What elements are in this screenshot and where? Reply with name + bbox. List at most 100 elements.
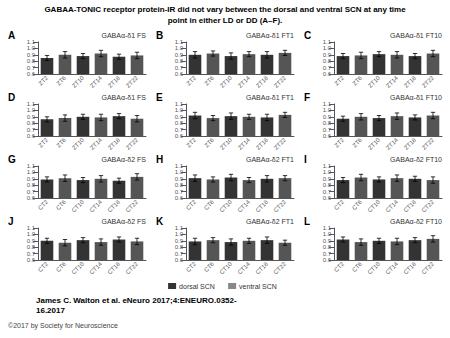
svg-text:0.7: 0.7 — [27, 127, 36, 133]
svg-text:ZT6: ZT6 — [55, 74, 67, 86]
svg-text:0.7: 0.7 — [323, 251, 332, 257]
svg-text:CT22: CT22 — [421, 260, 436, 275]
svg-text:ZT14: ZT14 — [385, 136, 400, 151]
svg-text:1.0: 1.0 — [175, 45, 184, 51]
svg-text:ZT22: ZT22 — [421, 74, 436, 89]
svg-text:1.1: 1.1 — [27, 225, 36, 231]
svg-text:1.1: 1.1 — [175, 39, 184, 45]
svg-text:ZT22: ZT22 — [125, 136, 140, 151]
svg-text:GABAα-δ2 FS: GABAα-δ2 FS — [101, 218, 146, 225]
svg-text:1.0: 1.0 — [323, 169, 332, 175]
svg-text:ZT18: ZT18 — [107, 136, 122, 151]
svg-text:I: I — [304, 154, 307, 165]
svg-text:1.0: 1.0 — [323, 231, 332, 237]
svg-text:0.7: 0.7 — [323, 127, 332, 133]
svg-text:ZT10: ZT10 — [219, 74, 234, 89]
svg-text:K: K — [156, 216, 164, 227]
svg-text:0.8: 0.8 — [27, 58, 36, 64]
svg-text:ZT14: ZT14 — [89, 136, 104, 151]
svg-text:GABAα-δ1 FT10: GABAα-δ1 FT10 — [390, 94, 442, 101]
svg-text:CT14: CT14 — [237, 260, 252, 275]
svg-text:0.6: 0.6 — [175, 195, 184, 201]
svg-text:CT2: CT2 — [185, 198, 198, 211]
svg-text:0.7: 0.7 — [27, 251, 36, 257]
svg-text:GABAα-δ2 FT1: GABAα-δ2 FT1 — [246, 156, 294, 163]
svg-text:0.9: 0.9 — [323, 238, 332, 244]
svg-text:CT6: CT6 — [203, 260, 216, 273]
svg-text:ventral SCN: ventral SCN — [239, 283, 277, 290]
svg-text:0.6: 0.6 — [27, 71, 36, 77]
svg-text:ZT6: ZT6 — [203, 74, 215, 86]
svg-text:0.9: 0.9 — [323, 114, 332, 120]
svg-text:ZT2: ZT2 — [185, 136, 197, 148]
svg-text:CT18: CT18 — [255, 260, 270, 275]
svg-text:0.6: 0.6 — [323, 195, 332, 201]
svg-text:ZT10: ZT10 — [71, 136, 86, 151]
svg-text:1.0: 1.0 — [27, 107, 36, 113]
svg-text:GABAα-δ1 FT1: GABAα-δ1 FT1 — [246, 94, 294, 101]
svg-text:ZT18: ZT18 — [107, 74, 122, 89]
svg-text:C: C — [304, 30, 311, 41]
svg-text:CT10: CT10 — [367, 260, 382, 275]
svg-text:ZT10: ZT10 — [367, 74, 382, 89]
svg-text:ZT22: ZT22 — [125, 74, 140, 89]
svg-text:CT14: CT14 — [385, 260, 400, 275]
svg-text:CT22: CT22 — [125, 198, 140, 213]
svg-text:CT14: CT14 — [385, 198, 400, 213]
svg-text:1.0: 1.0 — [323, 45, 332, 51]
svg-text:0.9: 0.9 — [323, 52, 332, 58]
svg-text:ZT2: ZT2 — [333, 74, 345, 86]
svg-text:H: H — [156, 154, 163, 165]
svg-text:CT10: CT10 — [219, 198, 234, 213]
svg-text:0.9: 0.9 — [175, 52, 184, 58]
svg-text:ZT6: ZT6 — [55, 136, 67, 148]
svg-text:0.7: 0.7 — [175, 65, 184, 71]
svg-text:1.1: 1.1 — [27, 163, 36, 169]
svg-text:CT22: CT22 — [273, 198, 288, 213]
svg-text:ZT22: ZT22 — [273, 136, 288, 151]
svg-text:ZT18: ZT18 — [255, 136, 270, 151]
svg-text:CT10: CT10 — [219, 260, 234, 275]
svg-text:G: G — [8, 154, 16, 165]
svg-text:0.9: 0.9 — [27, 238, 36, 244]
svg-text:0.9: 0.9 — [175, 114, 184, 120]
svg-text:ZT22: ZT22 — [273, 74, 288, 89]
svg-text:1.0: 1.0 — [27, 231, 36, 237]
svg-text:B: B — [156, 30, 163, 41]
svg-text:CT6: CT6 — [203, 198, 216, 211]
svg-text:CT2: CT2 — [333, 198, 346, 211]
svg-text:1.0: 1.0 — [175, 231, 184, 237]
svg-text:ZT2: ZT2 — [333, 136, 345, 148]
svg-text:ZT2: ZT2 — [37, 136, 49, 148]
svg-text:D: D — [8, 92, 15, 103]
svg-text:J: J — [8, 216, 14, 227]
svg-text:CT2: CT2 — [37, 260, 50, 273]
svg-text:0.6: 0.6 — [27, 257, 36, 263]
svg-text:ZT2: ZT2 — [37, 74, 49, 86]
svg-text:CT18: CT18 — [403, 260, 418, 275]
svg-text:0.8: 0.8 — [175, 244, 184, 250]
svg-text:1.1: 1.1 — [175, 101, 184, 107]
svg-text:ZT14: ZT14 — [385, 74, 400, 89]
svg-text:GABAα-δ2 FT10: GABAα-δ2 FT10 — [390, 218, 442, 225]
svg-text:0.7: 0.7 — [175, 127, 184, 133]
svg-text:CT14: CT14 — [89, 260, 104, 275]
svg-text:1.0: 1.0 — [27, 45, 36, 51]
svg-text:0.8: 0.8 — [323, 182, 332, 188]
svg-text:CT10: CT10 — [367, 198, 382, 213]
svg-text:GABAα-δ2 FT10: GABAα-δ2 FT10 — [390, 156, 442, 163]
svg-text:1.0: 1.0 — [27, 169, 36, 175]
svg-text:ZT10: ZT10 — [219, 136, 234, 151]
svg-text:CT10: CT10 — [71, 198, 86, 213]
svg-text:0.9: 0.9 — [175, 238, 184, 244]
svg-text:0.9: 0.9 — [27, 52, 36, 58]
svg-text:GABAα-δ2 FT1: GABAα-δ2 FT1 — [246, 218, 294, 225]
svg-text:0.9: 0.9 — [27, 114, 36, 120]
svg-text:dorsal SCN: dorsal SCN — [179, 283, 215, 290]
svg-text:GABAα-δ2 FS: GABAα-δ2 FS — [101, 156, 146, 163]
svg-text:16.2017: 16.2017 — [36, 306, 65, 315]
svg-text:0.8: 0.8 — [27, 244, 36, 250]
svg-text:GABAα-δ1 FS: GABAα-δ1 FS — [101, 32, 146, 39]
svg-text:0.8: 0.8 — [175, 58, 184, 64]
svg-text:0.6: 0.6 — [175, 257, 184, 263]
